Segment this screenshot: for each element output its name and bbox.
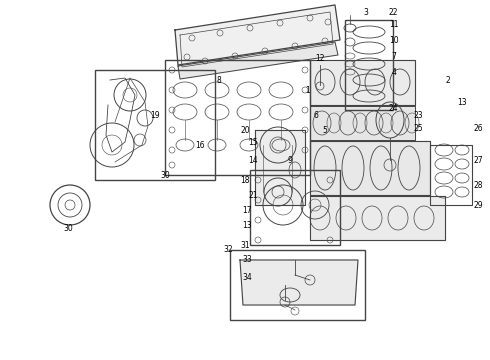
Text: 17: 17 — [242, 206, 252, 215]
Text: 23: 23 — [413, 111, 423, 120]
Bar — [345, 20, 393, 110]
Text: 10: 10 — [389, 36, 399, 45]
Text: 9: 9 — [288, 156, 293, 165]
Text: 3: 3 — [364, 8, 368, 17]
Text: 32: 32 — [223, 246, 233, 255]
Text: 4: 4 — [392, 68, 396, 77]
Text: 22: 22 — [388, 8, 398, 17]
Polygon shape — [178, 42, 338, 79]
Text: 19: 19 — [150, 111, 160, 120]
Text: 26: 26 — [473, 123, 483, 132]
Polygon shape — [310, 196, 445, 240]
Bar — [230, 250, 365, 320]
Text: 13: 13 — [242, 220, 252, 230]
Text: 33: 33 — [242, 256, 252, 265]
Text: 5: 5 — [322, 126, 327, 135]
Bar — [430, 145, 472, 205]
Bar — [95, 70, 215, 180]
Text: 27: 27 — [473, 156, 483, 165]
Text: 24: 24 — [388, 104, 398, 112]
Polygon shape — [310, 106, 415, 140]
Text: 14: 14 — [248, 156, 258, 165]
Polygon shape — [240, 260, 358, 305]
Text: 20: 20 — [240, 126, 250, 135]
Text: 15: 15 — [248, 138, 258, 147]
Polygon shape — [175, 5, 340, 65]
Text: 30: 30 — [160, 171, 170, 180]
Text: 30: 30 — [63, 224, 73, 233]
Text: 28: 28 — [473, 180, 483, 189]
Text: 18: 18 — [240, 176, 250, 185]
Text: 1: 1 — [306, 86, 310, 95]
Text: 29: 29 — [473, 201, 483, 210]
Text: 34: 34 — [242, 274, 252, 283]
Text: 2: 2 — [445, 76, 450, 85]
Bar — [165, 60, 310, 175]
Text: 16: 16 — [195, 140, 205, 149]
Text: 13: 13 — [457, 98, 467, 107]
Text: 8: 8 — [217, 76, 221, 85]
Text: 6: 6 — [314, 111, 318, 120]
Text: 12: 12 — [315, 54, 325, 63]
Bar — [250, 170, 340, 245]
Polygon shape — [255, 130, 305, 205]
Text: 7: 7 — [392, 51, 396, 60]
Text: 21: 21 — [248, 190, 258, 199]
Text: 11: 11 — [389, 19, 399, 28]
Polygon shape — [310, 141, 430, 195]
Text: 31: 31 — [240, 240, 250, 249]
Text: 25: 25 — [413, 123, 423, 132]
Polygon shape — [310, 60, 415, 105]
